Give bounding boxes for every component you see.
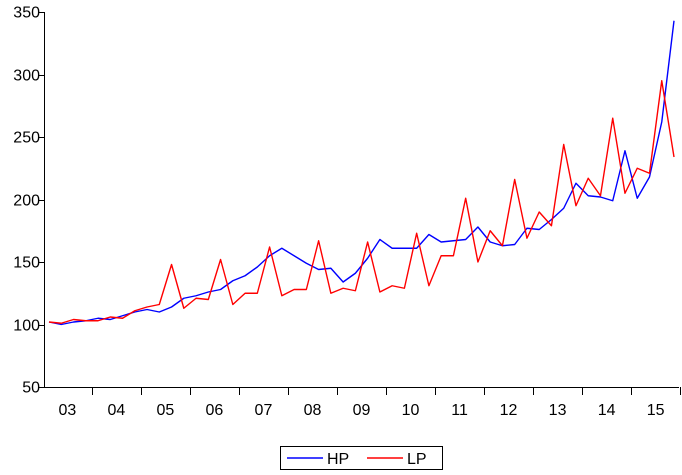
x-tick-label: 09: [353, 402, 371, 419]
y-tick-label: 100: [13, 318, 40, 335]
x-tick-label: 04: [108, 402, 126, 419]
x-tick-label: 12: [500, 402, 518, 419]
y-tick-label: 350: [13, 5, 40, 22]
x-tick-label: 06: [206, 402, 224, 419]
series-line-lp: [48, 80, 675, 324]
x-tick-label: 14: [598, 402, 616, 419]
series-line-hp: [48, 20, 675, 326]
y-tick-label: 300: [13, 68, 40, 85]
y-axis: 50 100 150 200 250 300 350: [13, 5, 44, 397]
x-tick-label: 10: [402, 402, 420, 419]
y-tick-label: 50: [22, 380, 40, 397]
legend: HP LP: [280, 446, 443, 470]
series-group: [48, 20, 675, 326]
x-tick-label: 07: [255, 402, 273, 419]
y-tick-label: 150: [13, 255, 40, 272]
legend-label-lp: LP: [407, 451, 427, 468]
x-tick-label: 03: [58, 402, 76, 419]
x-tick-label: 05: [157, 402, 175, 419]
x-tick-label: 08: [304, 402, 322, 419]
y-tick-label: 250: [13, 130, 40, 147]
legend-label-hp: HP: [327, 451, 349, 468]
x-tick-label: 13: [549, 402, 567, 419]
x-tick-label: 11: [451, 402, 468, 419]
x-axis: 03 04 05 06 07 08 09 10 11 12 13 14 15: [58, 387, 681, 419]
plot-frame: [44, 12, 679, 388]
x-tick-label: 15: [647, 402, 665, 419]
y-tick-label: 200: [13, 193, 40, 210]
